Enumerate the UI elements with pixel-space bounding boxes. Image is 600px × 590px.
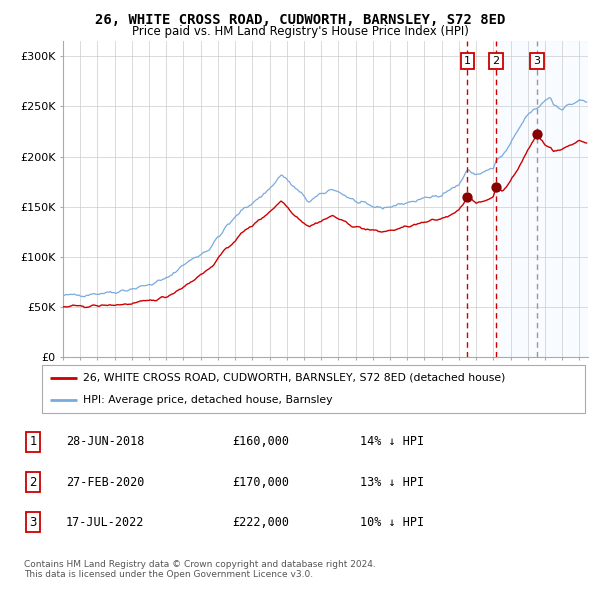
- Text: £222,000: £222,000: [233, 516, 290, 529]
- Text: 13% ↓ HPI: 13% ↓ HPI: [360, 476, 424, 489]
- Text: 1: 1: [29, 435, 37, 448]
- Text: 10% ↓ HPI: 10% ↓ HPI: [360, 516, 424, 529]
- Text: 1: 1: [464, 56, 471, 66]
- Text: £160,000: £160,000: [233, 435, 290, 448]
- Text: 3: 3: [29, 516, 37, 529]
- Text: £170,000: £170,000: [233, 476, 290, 489]
- Point: [532, 130, 542, 139]
- Point: [463, 192, 472, 201]
- Text: 27-FEB-2020: 27-FEB-2020: [66, 476, 144, 489]
- FancyBboxPatch shape: [42, 365, 585, 413]
- Text: 2: 2: [493, 56, 500, 66]
- Bar: [496, 41, 588, 357]
- Text: 17-JUL-2022: 17-JUL-2022: [66, 516, 144, 529]
- Text: 26, WHITE CROSS ROAD, CUDWORTH, BARNSLEY, S72 8ED (detached house): 26, WHITE CROSS ROAD, CUDWORTH, BARNSLEY…: [83, 373, 505, 383]
- Text: 14% ↓ HPI: 14% ↓ HPI: [360, 435, 424, 448]
- Text: HPI: Average price, detached house, Barnsley: HPI: Average price, detached house, Barn…: [83, 395, 332, 405]
- Text: 28-JUN-2018: 28-JUN-2018: [66, 435, 144, 448]
- Text: 2: 2: [29, 476, 37, 489]
- Text: 26, WHITE CROSS ROAD, CUDWORTH, BARNSLEY, S72 8ED: 26, WHITE CROSS ROAD, CUDWORTH, BARNSLEY…: [95, 13, 505, 27]
- Text: 3: 3: [533, 56, 541, 66]
- Point: [491, 182, 501, 191]
- Text: Price paid vs. HM Land Registry's House Price Index (HPI): Price paid vs. HM Land Registry's House …: [131, 25, 469, 38]
- Text: Contains HM Land Registry data © Crown copyright and database right 2024.
This d: Contains HM Land Registry data © Crown c…: [24, 560, 376, 579]
